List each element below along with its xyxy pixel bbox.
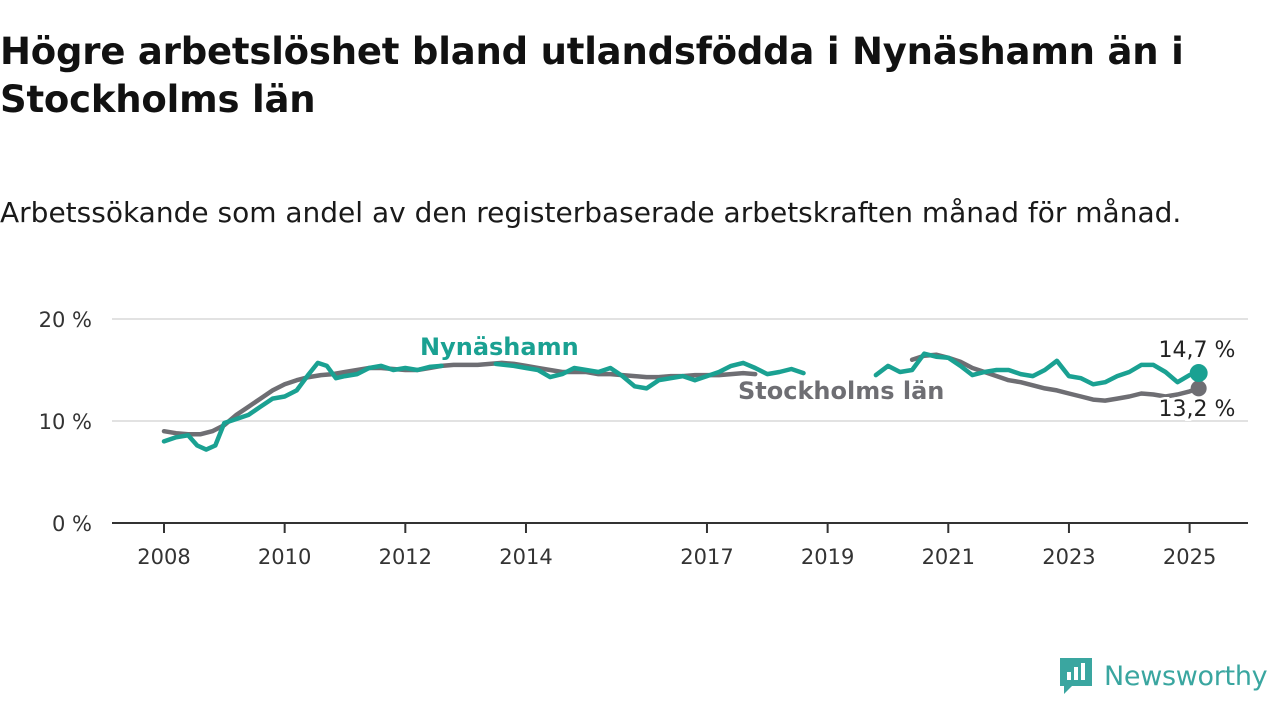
- x-tick-label: 2008: [137, 545, 190, 569]
- x-tick-label: 2023: [1042, 545, 1095, 569]
- series-line-stockholms-lan: [161, 360, 758, 437]
- series-line-nynashamn: [873, 351, 1201, 387]
- end-marker-nynashamn: [1189, 364, 1208, 383]
- brand-name: Newsworthy: [1104, 660, 1268, 692]
- x-tick-label: 2021: [922, 545, 975, 569]
- chart-title: Högre arbetslöshet bland utlandsfödda i …: [0, 30, 1184, 121]
- y-tick-label: 0 %: [52, 512, 92, 536]
- end-value-nynashamn: 14,7 %: [1159, 338, 1236, 363]
- end-value-stockholms-lan: 13,2 %: [1159, 397, 1236, 422]
- x-tick-label: 2012: [379, 545, 432, 569]
- x-tick-label: 2017: [680, 545, 733, 569]
- series-line-stockholms-lan: [909, 352, 1201, 403]
- end-marker-stockholms-lan: [1190, 380, 1207, 397]
- series-line-nynashamn: [493, 360, 806, 391]
- newsworthy-logo-icon: [1060, 658, 1092, 694]
- y-tick-label: 20 %: [39, 308, 92, 332]
- x-tick-label: 2019: [801, 545, 854, 569]
- x-tick-label: 2010: [258, 545, 311, 569]
- y-tick-label: 10 %: [39, 410, 92, 434]
- x-tick-label: 2025: [1163, 545, 1216, 569]
- chart-subtitle: Arbetssökande som andel av den registerb…: [0, 196, 1182, 229]
- series-line-nynashamn: [161, 360, 444, 452]
- x-tick-label: 2014: [499, 545, 552, 569]
- newsworthy-brand: Newsworthy: [1058, 654, 1268, 698]
- series-label-nynashamn: Nynäshamn: [420, 333, 579, 361]
- series-label-stockholms-lan: Stockholms län: [738, 377, 944, 405]
